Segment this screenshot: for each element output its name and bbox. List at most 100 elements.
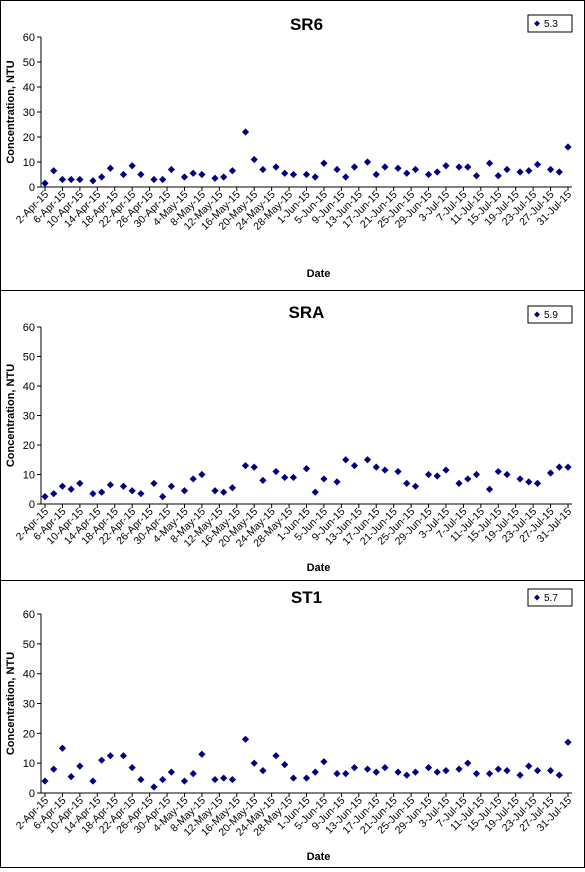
legend-marker (534, 594, 540, 601)
y-tick-label: 60 (23, 32, 35, 44)
legend-label: 5.7 (544, 593, 558, 604)
data-point (220, 488, 228, 496)
legend-label: 5.9 (544, 310, 558, 321)
data-point (211, 775, 219, 784)
data-point (403, 479, 411, 487)
data-point (228, 775, 237, 784)
y-tick-label: 40 (23, 381, 35, 393)
data-point (546, 767, 555, 775)
x-axis-label: Date (307, 268, 331, 280)
data-point (167, 768, 175, 776)
data-point (272, 163, 280, 171)
data-point (403, 771, 411, 779)
data-point (472, 770, 481, 778)
data-point (250, 463, 258, 471)
data-point (259, 767, 267, 775)
data-point (311, 173, 319, 181)
data-point (41, 777, 49, 785)
data-point (241, 735, 250, 743)
chart-title: ST1 (291, 588, 322, 607)
data-point (433, 768, 441, 776)
data-point (106, 752, 114, 760)
chart-title: SR6 (290, 15, 323, 34)
data-point (333, 770, 341, 778)
data-point (433, 472, 441, 480)
y-tick-label: 30 (23, 411, 35, 423)
data-point (411, 768, 420, 776)
data-point (50, 765, 58, 773)
data-point (555, 463, 563, 471)
data-point (503, 165, 511, 174)
data-point (76, 175, 84, 184)
data-point (372, 463, 380, 471)
chart-title: SRA (289, 303, 325, 322)
data-point (67, 485, 75, 493)
data-point (394, 768, 402, 776)
data-point (320, 758, 328, 766)
data-point (198, 170, 206, 179)
data-point (98, 756, 106, 764)
data-point (342, 456, 350, 464)
data-point (180, 777, 189, 785)
data-point (372, 768, 380, 776)
data-point (533, 160, 542, 169)
data-point (211, 174, 219, 182)
data-point (350, 163, 359, 171)
data-point (159, 775, 167, 784)
data-point (58, 175, 67, 184)
data-point (98, 173, 106, 181)
data-point (189, 770, 197, 778)
data-point (311, 768, 319, 776)
data-point (381, 466, 389, 474)
data-point (189, 169, 197, 177)
data-point (302, 170, 311, 179)
data-point (363, 765, 372, 773)
data-point (433, 168, 441, 176)
data-point (241, 462, 250, 470)
data-point (211, 487, 219, 495)
data-point (180, 487, 189, 495)
data-point (220, 774, 228, 782)
data-point (119, 482, 128, 490)
data-point (485, 159, 494, 167)
y-tick-label: 20 (23, 440, 35, 452)
data-point (41, 493, 49, 501)
data-point (525, 478, 533, 486)
data-point (89, 490, 97, 498)
data-point (98, 488, 106, 496)
data-point (106, 481, 114, 489)
y-tick-label: 40 (23, 669, 35, 681)
data-point (494, 467, 502, 476)
data-point (372, 170, 380, 179)
data-point (311, 488, 319, 496)
data-point (167, 482, 175, 490)
data-point (503, 470, 511, 479)
data-point (76, 479, 84, 487)
data-point (516, 475, 524, 483)
data-point (41, 179, 49, 187)
y-tick-label: 60 (23, 609, 35, 621)
x-axis-label: Date (307, 562, 331, 574)
data-point (180, 173, 189, 181)
data-point (485, 770, 494, 778)
data-point (411, 165, 420, 174)
data-point (525, 167, 533, 175)
y-tick-label: 0 (29, 788, 35, 800)
data-point (67, 772, 75, 781)
data-point (272, 467, 280, 476)
data-point (564, 143, 572, 151)
y-tick-label: 0 (29, 182, 35, 194)
data-point (342, 173, 350, 181)
data-point (119, 170, 128, 179)
data-point (159, 175, 167, 184)
data-point (333, 478, 341, 486)
data-point (119, 752, 128, 760)
data-point (472, 470, 481, 479)
data-point (189, 475, 197, 483)
data-point (516, 771, 524, 779)
data-point (320, 159, 328, 167)
data-point (464, 759, 472, 767)
data-point (455, 765, 463, 773)
y-tick-label: 60 (23, 322, 35, 334)
